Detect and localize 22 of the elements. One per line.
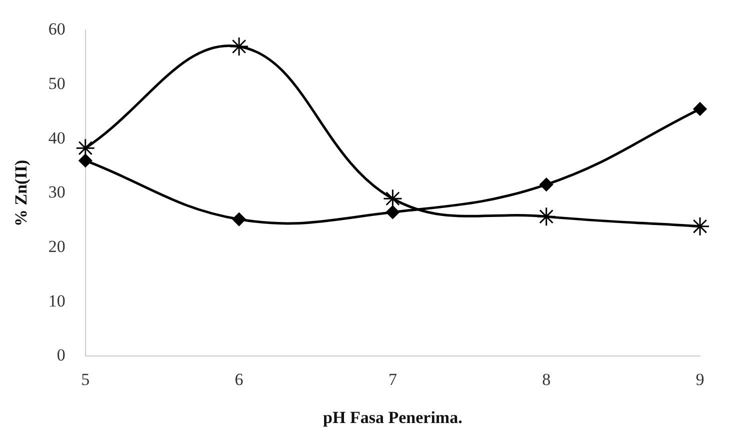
point — [78, 154, 92, 168]
y-tick-label: 60 — [48, 20, 66, 39]
point — [540, 178, 554, 192]
point — [232, 212, 246, 226]
x-tick-label: 7 — [388, 370, 398, 389]
y-tick-label: 20 — [48, 237, 66, 256]
y-tick-label: 50 — [48, 74, 66, 93]
x-axis-title: pH Fasa Penerima. — [323, 408, 462, 428]
y-tick-label: 30 — [48, 182, 66, 202]
point — [536, 206, 556, 226]
point — [693, 102, 707, 116]
point — [386, 205, 400, 219]
y-tick-label: 10 — [48, 291, 66, 310]
point — [229, 36, 249, 56]
x-tick-label: 8 — [542, 370, 551, 389]
y-tick-label: 0 — [56, 346, 66, 365]
x-tick-label: 5 — [81, 370, 90, 389]
point — [690, 216, 710, 236]
x-tick-label: 6 — [234, 370, 244, 389]
y-axis-title: % Zn(II) — [12, 160, 31, 227]
x-tick-label: 9 — [696, 370, 704, 389]
y-tick-label: 40 — [48, 128, 66, 148]
